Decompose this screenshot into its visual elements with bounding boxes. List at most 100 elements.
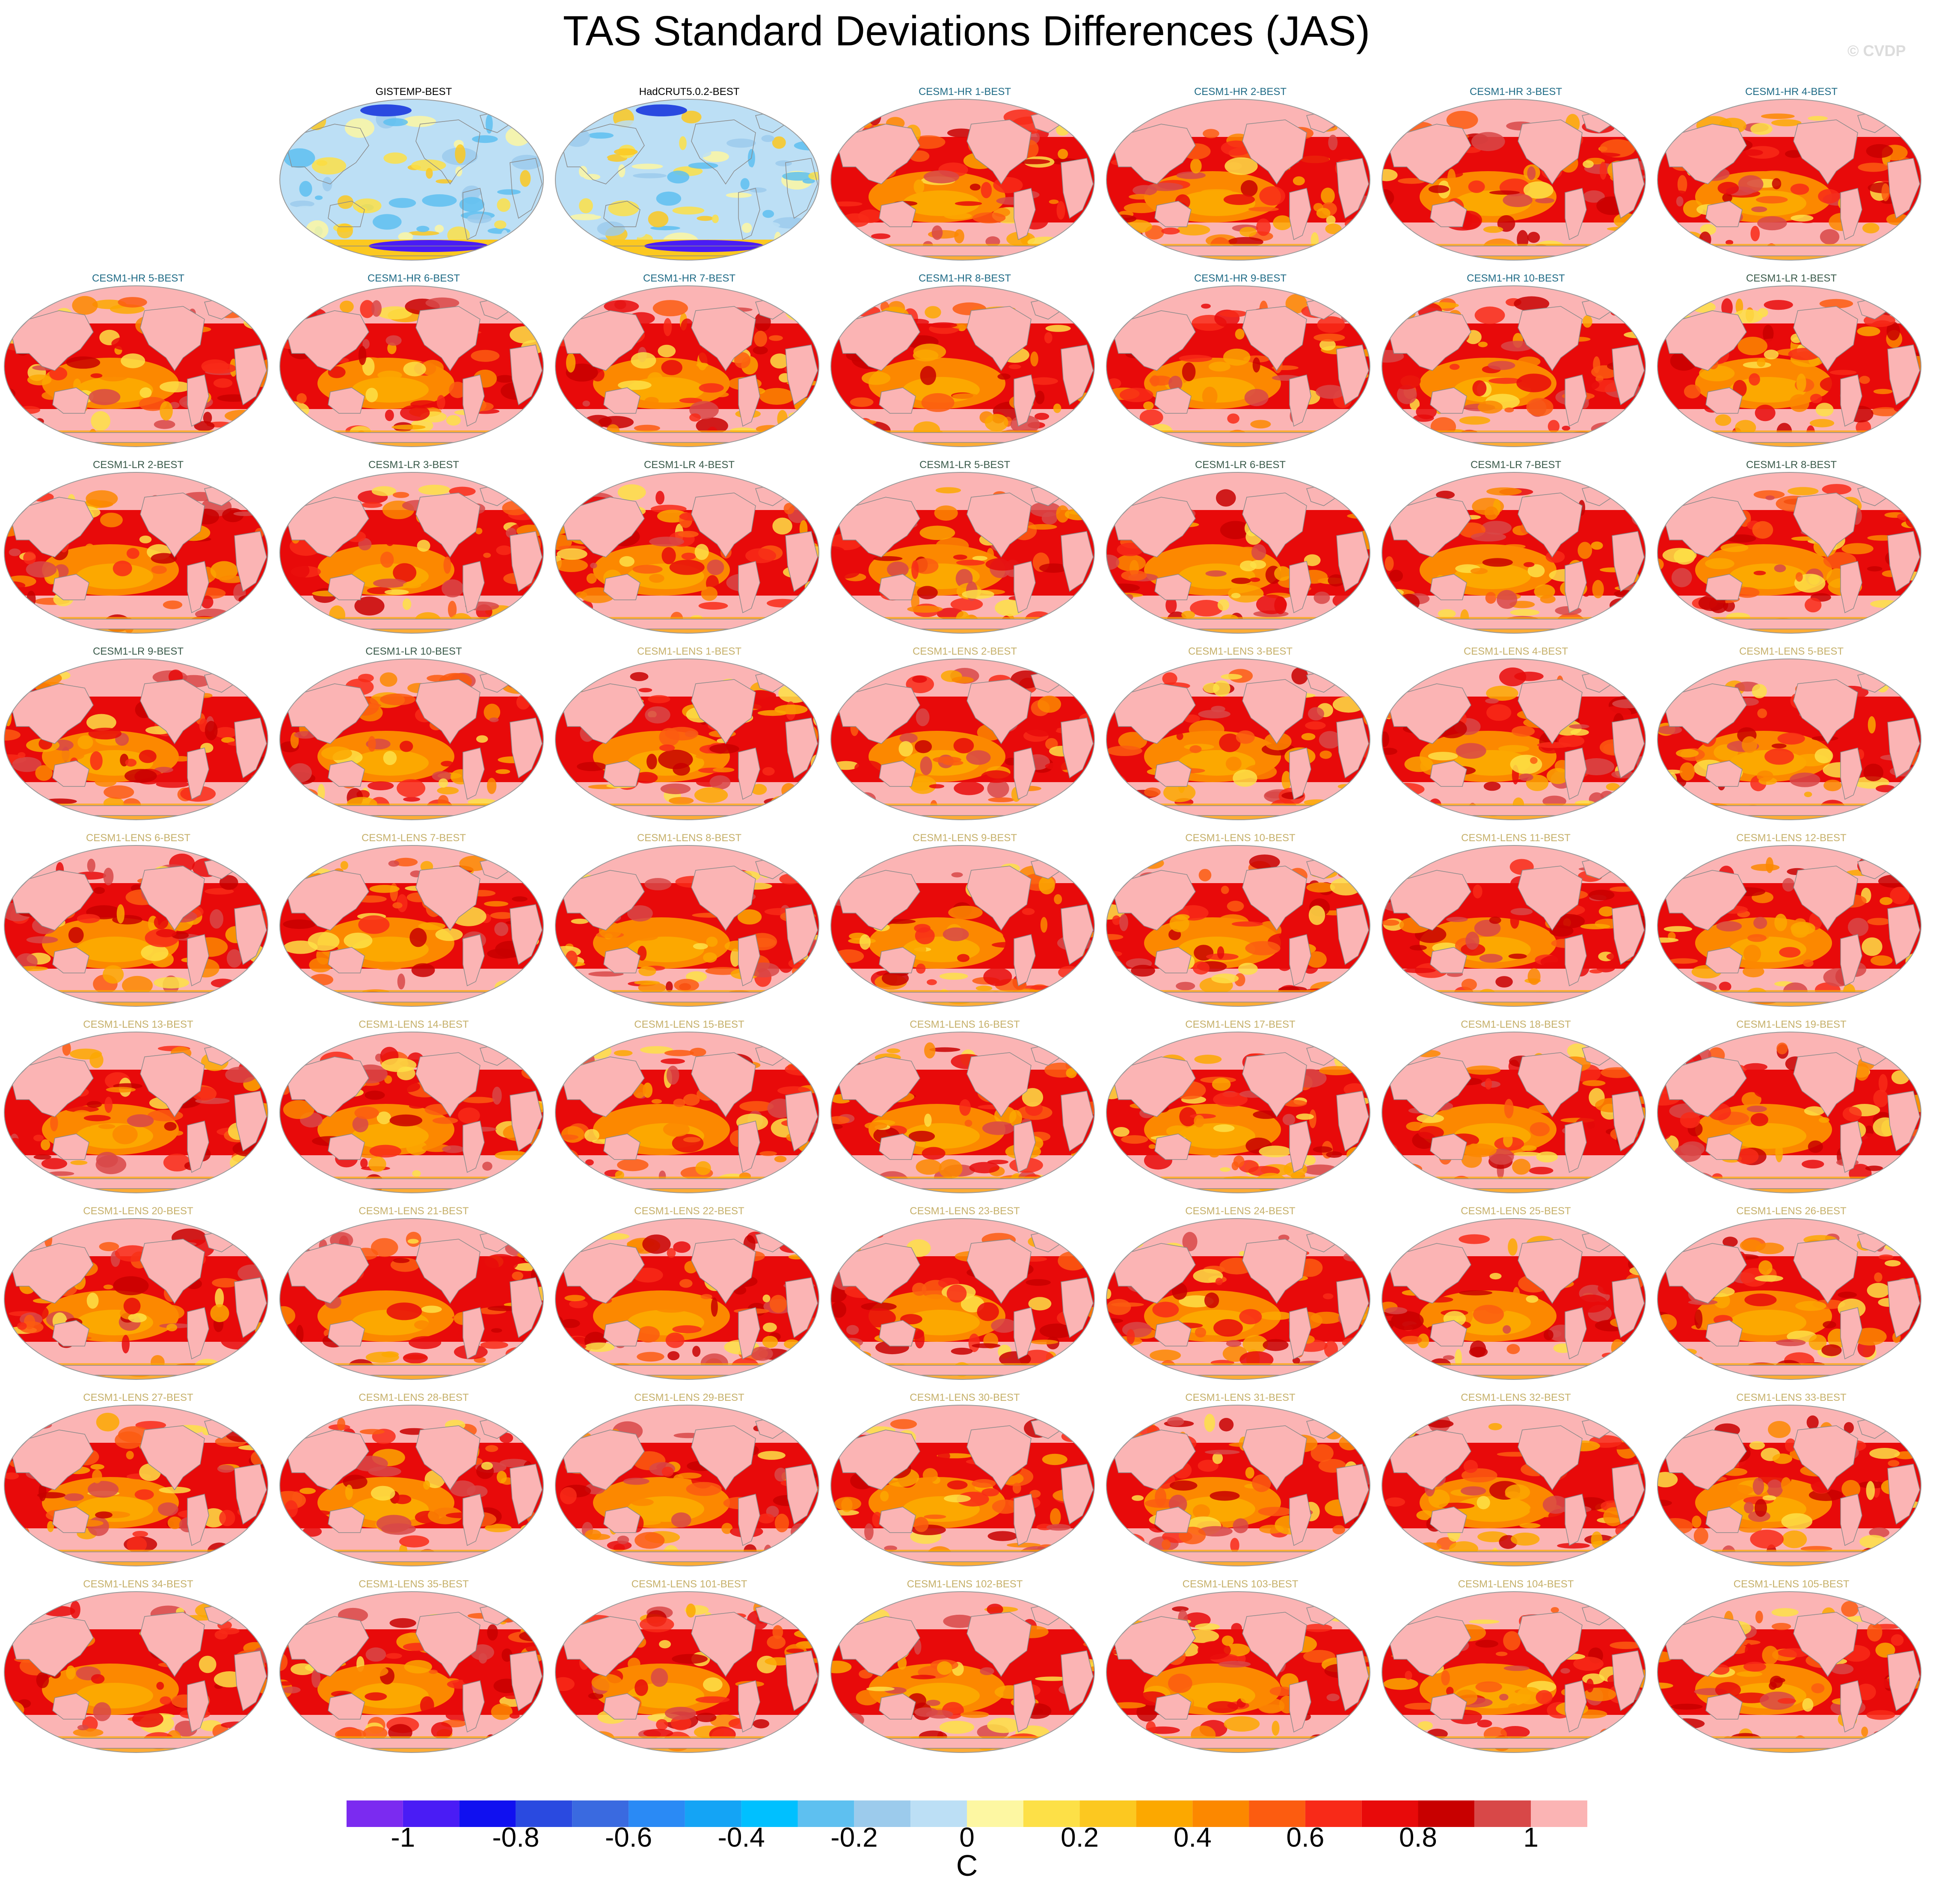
map-canvas (1106, 1591, 1370, 1753)
map-canvas (4, 472, 268, 634)
colorbar-bin (1079, 1800, 1136, 1827)
colorbar-bin (516, 1800, 572, 1827)
panel-label: CESM1-LR 5-BEST (919, 459, 1011, 471)
panel-label: CESM1-LENS 15-BEST (634, 1019, 744, 1030)
panel-label: CESM1-LENS 9-BEST (912, 832, 1017, 844)
map-canvas (1657, 658, 1921, 820)
map-panel: CESM1-LR 10-BEST (279, 645, 548, 825)
panel-label: CESM1-LENS 104-BEST (1458, 1578, 1574, 1590)
panel-label: CESM1-HR 10-BEST (1467, 273, 1565, 284)
map-panel: HadCRUT5.0.2-BEST (554, 86, 824, 265)
panel-label: CESM1-LENS 32-BEST (1461, 1392, 1571, 1403)
map-canvas (279, 1591, 544, 1753)
map-canvas (1106, 99, 1370, 261)
panel-label: CESM1-HR 4-BEST (1745, 86, 1838, 98)
map-panel: CESM1-LENS 25-BEST (1381, 1205, 1651, 1385)
map-panel: CESM1-LENS 28-BEST (279, 1391, 548, 1571)
colorbar-bin (459, 1800, 516, 1827)
colorbar-bin (1023, 1800, 1080, 1827)
panel-label: CESM1-LENS 103-BEST (1182, 1578, 1299, 1590)
panel-label: CESM1-LR 3-BEST (368, 459, 460, 471)
map-canvas (1106, 472, 1370, 634)
map-panel: CESM1-LENS 103-BEST (1106, 1578, 1375, 1758)
cvdp-watermark: © CVDP (1847, 42, 1906, 59)
map-canvas (830, 472, 1095, 634)
map-panel: CESM1-LENS 32-BEST (1381, 1391, 1651, 1571)
map-canvas (1657, 472, 1921, 634)
panel-label: CESM1-LENS 11-BEST (1461, 832, 1571, 844)
panel-label: CESM1-LENS 26-BEST (1736, 1205, 1847, 1217)
colorbar-bin (910, 1800, 967, 1827)
map-canvas (1382, 472, 1646, 634)
map-canvas (279, 472, 544, 634)
coastlines (838, 111, 1094, 256)
map-canvas (830, 845, 1095, 1007)
coastlines (1389, 1417, 1645, 1562)
map-panel: CESM1-LR 8-BEST (1657, 459, 1926, 638)
panel-label: CESM1-LENS 20-BEST (83, 1205, 193, 1217)
colorbar-bin (1474, 1800, 1531, 1827)
colorbar-unit: C (956, 1849, 978, 1882)
map-panel: CESM1-LENS 2-BEST (830, 645, 1100, 825)
map-panel: CESM1-HR 4-BEST (1657, 86, 1926, 265)
map-panel: CESM1-HR 1-BEST (830, 86, 1100, 265)
colorbar-bin (1531, 1800, 1587, 1827)
map-panel: CESM1-LENS 9-BEST (830, 832, 1100, 1011)
panel-label: CESM1-LENS 22-BEST (634, 1205, 744, 1217)
coastlines (287, 1230, 543, 1376)
map-panel: CESM1-LENS 7-BEST (279, 832, 548, 1011)
map-canvas (1382, 1405, 1646, 1566)
coastlines (287, 484, 543, 629)
map-panel: CESM1-LENS 3-BEST (1106, 645, 1375, 825)
map-panel: CESM1-LR 5-BEST (830, 459, 1100, 638)
figure-title: TAS Standard Deviations Differences (JAS… (563, 7, 1370, 54)
map-panel: CESM1-LENS 24-BEST (1106, 1205, 1375, 1385)
panel-label: CESM1-LR 2-BEST (92, 459, 184, 471)
panel-label: CESM1-HR 1-BEST (918, 86, 1011, 98)
map-panel: CESM1-HR 8-BEST (830, 272, 1100, 452)
map-panel: CESM1-LENS 35-BEST (279, 1578, 548, 1758)
map-canvas (4, 658, 268, 820)
colorbar-bin (403, 1800, 460, 1827)
map-panel: CESM1-LR 4-BEST (554, 459, 824, 638)
map-panel: CESM1-HR 2-BEST (1106, 86, 1375, 265)
panel-label: CESM1-LENS 34-BEST (83, 1578, 193, 1590)
map-canvas (4, 285, 268, 447)
panel-label: CESM1-LENS 102-BEST (907, 1578, 1023, 1590)
colorbar-bin (1418, 1800, 1475, 1827)
map-panel: CESM1-LENS 27-BEST (3, 1391, 273, 1571)
map-panel: CESM1-LENS 33-BEST (1657, 1391, 1926, 1571)
map-panel: CESM1-LENS 34-BEST (3, 1578, 273, 1758)
panel-label: CESM1-LENS 29-BEST (634, 1392, 744, 1403)
map-panel: CESM1-LR 3-BEST (279, 459, 548, 638)
map-panel: CESM1-LENS 4-BEST (1381, 645, 1651, 825)
panel-label: CESM1-LENS 18-BEST (1461, 1019, 1571, 1030)
map-canvas (830, 1591, 1095, 1753)
map-panel: CESM1-LENS 104-BEST (1381, 1578, 1651, 1758)
colorbar-bin (1136, 1800, 1193, 1827)
colorbar-tick-label: 0.2 (1061, 1822, 1099, 1848)
map-canvas (1382, 1032, 1646, 1193)
panel-label: CESM1-LENS 24-BEST (1185, 1205, 1296, 1217)
map-panel: CESM1-LENS 30-BEST (830, 1391, 1100, 1571)
panel-label: CESM1-LENS 8-BEST (637, 832, 742, 844)
colorbar-tick-label: 0 (959, 1822, 975, 1848)
map-panel: CESM1-LENS 18-BEST (1381, 1018, 1651, 1198)
map-canvas (1382, 845, 1646, 1007)
coastlines (1114, 1044, 1369, 1189)
map-panel: CESM1-LENS 13-BEST (3, 1018, 273, 1198)
map-canvas (4, 1405, 268, 1566)
map-panel: CESM1-LENS 26-BEST (1657, 1205, 1926, 1385)
map-canvas (4, 845, 268, 1007)
panel-label: CESM1-LENS 3-BEST (1188, 646, 1293, 657)
colorbar-bin (967, 1800, 1023, 1827)
map-panel: GISTEMP-BEST (279, 86, 548, 265)
panel-label: CESM1-LENS 7-BEST (361, 832, 466, 844)
map-canvas (830, 285, 1095, 447)
map-panel: CESM1-LENS 11-BEST (1381, 832, 1651, 1011)
colorbar-tick-label: -0.2 (830, 1822, 878, 1848)
panel-label: CESM1-LENS 5-BEST (1739, 646, 1844, 657)
map-panel: CESM1-LENS 17-BEST (1106, 1018, 1375, 1198)
panel-label: CESM1-LENS 25-BEST (1461, 1205, 1571, 1217)
map-canvas (279, 1405, 544, 1566)
